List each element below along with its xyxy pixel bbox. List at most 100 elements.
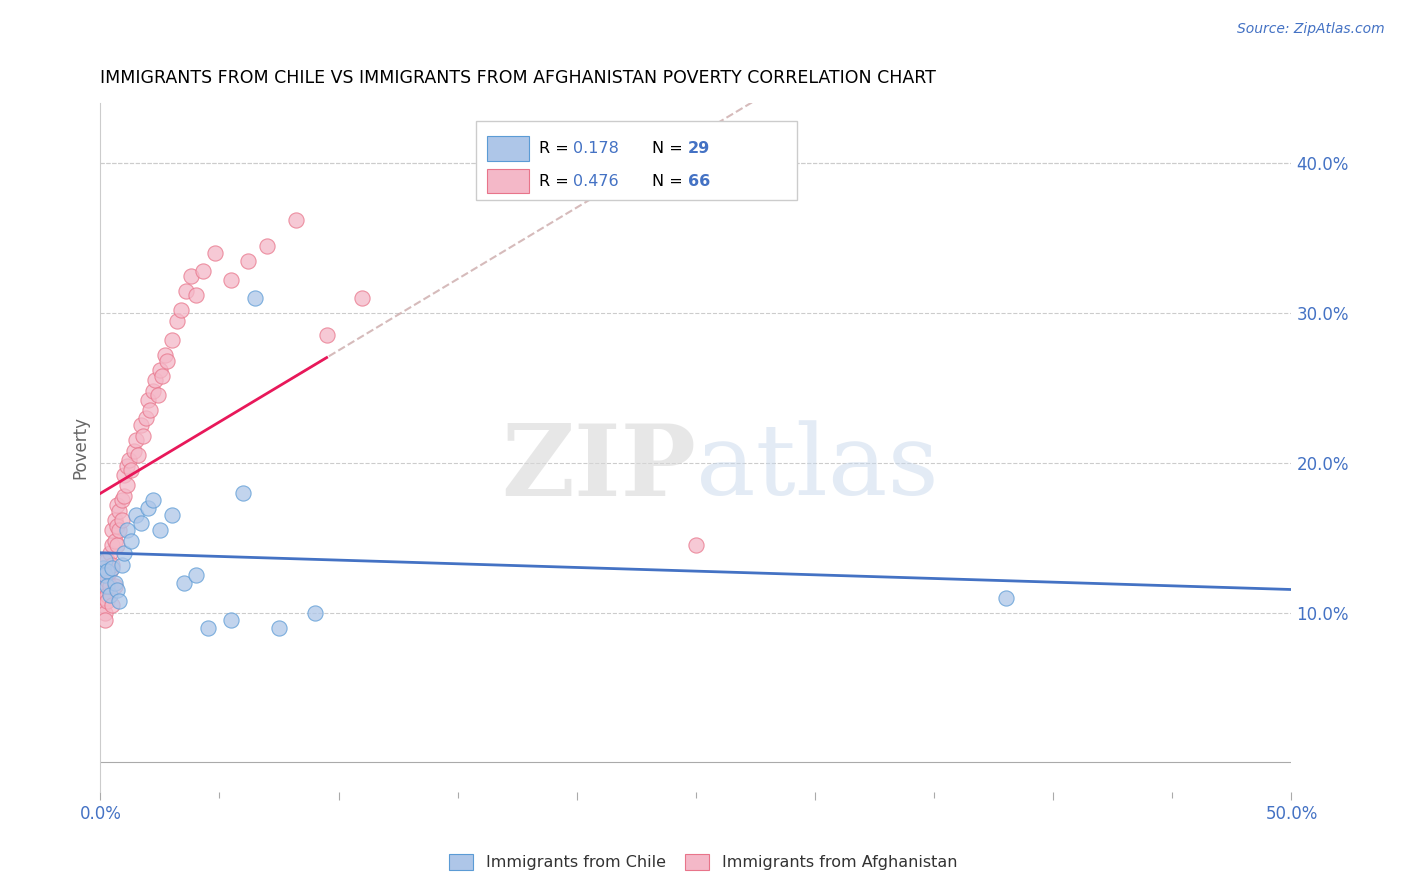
Point (136, 392, 159, 407)
Point (101, 523, 124, 537)
Y-axis label: Poverty: Poverty (72, 417, 89, 479)
Point (112, 467, 135, 482)
Point (184, 568, 207, 582)
Point (221, 273, 243, 287)
Point (104, 579, 127, 593)
Point (105, 538, 128, 552)
Point (108, 523, 131, 537)
Point (94, 579, 117, 593)
Point (115, 458, 138, 473)
Point (156, 354, 179, 368)
Point (104, 513, 127, 527)
Text: 66: 66 (688, 174, 710, 189)
Point (96, 588, 118, 602)
Point (149, 523, 172, 537)
Point (125, 434, 148, 448)
Point (132, 429, 155, 443)
Point (98, 564, 121, 578)
Point (304, 606, 326, 620)
Point (98, 579, 121, 593)
Point (91, 598, 114, 612)
Text: Source: ZipAtlas.com: Source: ZipAtlas.com (1237, 22, 1385, 37)
Point (94, 568, 117, 582)
Point (94, 575, 117, 590)
Point (221, 613, 243, 627)
Point (173, 575, 195, 590)
Point (236, 253, 259, 268)
Text: 0.178: 0.178 (574, 141, 619, 155)
Point (105, 518, 128, 533)
Point (96, 579, 118, 593)
Point (96, 553, 118, 567)
Point (127, 448, 149, 462)
Point (135, 410, 157, 425)
Point (105, 583, 128, 598)
Point (96, 593, 118, 607)
Text: atlas: atlas (696, 421, 939, 516)
Point (91, 568, 114, 582)
Point (685, 538, 707, 552)
Point (166, 313, 188, 327)
Point (142, 493, 165, 508)
Point (104, 533, 127, 548)
Point (245, 291, 267, 305)
Point (111, 493, 134, 508)
Point (149, 363, 172, 377)
Point (98, 588, 121, 602)
Point (94, 606, 117, 620)
Point (91, 560, 114, 574)
Point (184, 288, 207, 302)
Point (94, 613, 117, 627)
Point (256, 238, 278, 252)
Point (136, 500, 159, 515)
Point (96, 573, 118, 587)
Text: R =: R = (538, 141, 574, 155)
Point (111, 513, 134, 527)
Point (112, 489, 135, 503)
FancyBboxPatch shape (488, 136, 529, 161)
Text: N =: N = (652, 141, 688, 155)
Text: R =: R = (538, 174, 574, 189)
Point (284, 213, 307, 227)
Text: ZIP: ZIP (501, 420, 696, 517)
Text: N =: N = (652, 174, 688, 189)
Point (191, 264, 214, 278)
Point (232, 485, 254, 500)
Point (160, 333, 183, 347)
Point (267, 621, 290, 635)
Point (91, 583, 114, 598)
Point (352, 291, 374, 305)
Point (180, 268, 202, 283)
Point (174, 284, 197, 298)
Point (150, 368, 173, 383)
Legend: Immigrants from Chile, Immigrants from Afghanistan: Immigrants from Chile, Immigrants from A… (443, 847, 963, 877)
Point (108, 593, 131, 607)
Point (111, 558, 134, 572)
Point (98, 546, 121, 560)
Point (94, 591, 117, 605)
Point (139, 403, 162, 417)
Text: IMMIGRANTS FROM CHILE VS IMMIGRANTS FROM AFGHANISTAN POVERTY CORRELATION CHART: IMMIGRANTS FROM CHILE VS IMMIGRANTS FROM… (100, 69, 936, 87)
Point (115, 523, 138, 537)
Point (101, 538, 124, 552)
Point (101, 558, 124, 572)
Point (122, 443, 145, 458)
Point (197, 621, 219, 635)
Point (129, 418, 152, 433)
Point (160, 508, 183, 523)
Point (105, 498, 128, 512)
Point (96, 564, 118, 578)
Point (315, 328, 337, 343)
Point (120, 533, 142, 548)
Text: 29: 29 (688, 141, 710, 155)
Point (104, 575, 127, 590)
FancyBboxPatch shape (488, 169, 529, 193)
Point (146, 388, 169, 402)
Point (204, 246, 226, 260)
Point (112, 546, 135, 560)
Point (115, 478, 138, 492)
Point (143, 373, 166, 387)
Point (94, 553, 117, 567)
Point (101, 598, 124, 612)
Point (153, 348, 176, 362)
